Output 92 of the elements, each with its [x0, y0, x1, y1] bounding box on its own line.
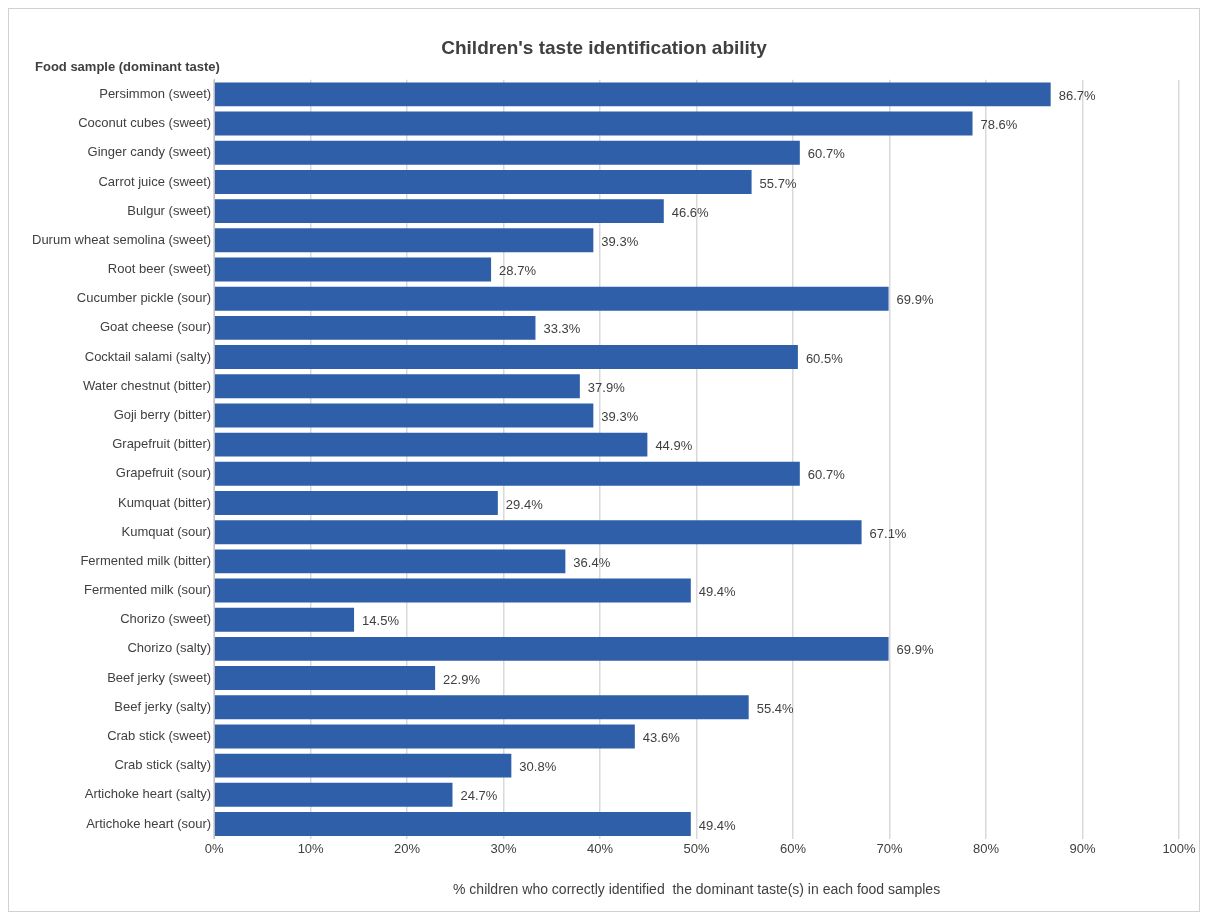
y-tick-label: Kumquat (bitter)	[117, 494, 212, 510]
y-tick-label: Cocktail salami (salty)	[84, 348, 212, 364]
bar	[214, 286, 889, 311]
data-label: 39.3%	[601, 233, 639, 249]
y-tick-label: Artichoke heart (salty)	[84, 786, 212, 802]
y-tick-label: Beef jerky (sweet)	[107, 669, 212, 685]
bar	[214, 782, 453, 807]
bar	[214, 636, 889, 661]
bar	[214, 228, 594, 253]
x-tick-label: 60%	[780, 840, 807, 856]
bar	[214, 82, 1051, 107]
data-label: 49.4%	[698, 817, 737, 833]
y-tick-label: Carrot juice (sweet)	[98, 173, 212, 189]
bar	[214, 461, 800, 486]
bar	[214, 578, 691, 603]
y-tick-label: Goji berry (bitter)	[113, 407, 212, 422]
x-tick-label: 10%	[297, 840, 325, 856]
y-tick-label: Grapefruit (bitter)	[112, 436, 212, 452]
data-label: 49.4%	[698, 584, 737, 600]
bar	[214, 753, 512, 778]
x-tick-label: 70%	[876, 840, 903, 856]
y-tick-label: Chorizo (sweet)	[120, 611, 212, 627]
y-tick-label: Grapefruit (sour)	[115, 465, 212, 481]
bar	[214, 111, 973, 136]
data-label: 60.7%	[807, 467, 846, 483]
data-label: 33.3%	[543, 321, 581, 337]
y-tick-label: Persimmon (sweet)	[99, 85, 212, 101]
bar	[214, 695, 749, 720]
data-label: 44.9%	[655, 438, 693, 454]
x-tick-label: 90%	[1069, 840, 1096, 856]
y-tick-label: Crab stick (sweet)	[107, 728, 212, 744]
x-tick-label: 80%	[973, 840, 1000, 856]
y-tick-label: Coconut cubes (sweet)	[78, 115, 212, 131]
y-tick-label: Kumquat (sour)	[121, 523, 212, 539]
data-label: 78.6%	[980, 117, 1018, 133]
bar	[214, 199, 664, 224]
bar	[214, 169, 752, 194]
y-tick-label: Bulgur (sweet)	[127, 202, 212, 218]
bar	[214, 140, 800, 165]
data-label: 37.9%	[587, 379, 626, 395]
bar	[214, 374, 580, 399]
y-tick-label: Fermented milk (sour)	[84, 582, 212, 598]
y-tick-label: Fermented milk (bitter)	[80, 552, 212, 568]
y-tick-label: Artichoke heart (sour)	[86, 815, 212, 831]
data-label: 86.7%	[1058, 87, 1096, 103]
data-label: 29.4%	[505, 496, 544, 512]
y-tick-label: Water chestnut (bitter)	[83, 377, 212, 393]
y-tick-label: Chorizo (salty)	[127, 640, 212, 656]
y-tick-label: Crab stick (salty)	[114, 757, 212, 773]
x-tick-label: 20%	[394, 840, 421, 856]
data-label: 22.9%	[443, 671, 481, 687]
data-label: 28.7%	[499, 263, 537, 279]
data-label: 69.9%	[896, 292, 934, 308]
bar	[214, 724, 635, 749]
bar	[214, 607, 355, 632]
bar	[214, 257, 492, 282]
data-label: 14.5%	[362, 613, 400, 629]
bar	[214, 666, 436, 691]
data-label: 55.4%	[756, 700, 794, 716]
y-axis-title: Food sample (dominant taste)	[35, 58, 220, 74]
data-label: 43.6%	[642, 730, 681, 746]
x-tick-label: 40%	[587, 840, 614, 856]
data-label: 60.7%	[807, 146, 846, 162]
bar	[214, 403, 594, 428]
x-tick-label: 30%	[490, 840, 518, 856]
data-label: 67.1%	[869, 525, 907, 541]
x-axis-title: % children who correctly identified the dominant taste(s) in each food samples	[453, 881, 941, 898]
bar	[214, 315, 536, 340]
x-tick-label: 100%	[1162, 840, 1197, 856]
y-tick-label: Goat cheese (sour)	[99, 319, 212, 335]
data-label: 60.5%	[805, 350, 844, 366]
x-tick-label: 50%	[683, 840, 711, 856]
bar	[214, 520, 862, 545]
bar	[214, 812, 691, 836]
bar	[214, 549, 566, 574]
y-tick-label: Cucumber pickle (sour)	[76, 290, 212, 306]
y-tick-label: Root beer (sweet)	[107, 261, 212, 277]
data-label: 24.7%	[460, 788, 498, 804]
bar	[214, 491, 498, 515]
data-label: 39.3%	[601, 409, 639, 424]
bar	[214, 345, 798, 370]
data-label: 55.7%	[759, 175, 797, 191]
data-label: 46.6%	[671, 204, 710, 220]
data-label: 36.4%	[573, 554, 611, 570]
y-tick-label: Beef jerky (salty)	[114, 698, 212, 714]
bar	[214, 432, 648, 457]
data-label: 69.9%	[896, 642, 934, 658]
y-tick-label: Durum wheat semolina (sweet)	[31, 231, 212, 247]
y-tick-label: Ginger candy (sweet)	[87, 144, 212, 160]
data-label: 30.8%	[519, 759, 557, 775]
x-tick-label: 0%	[204, 840, 225, 856]
chart-title: Children's taste identification ability	[441, 36, 768, 58]
